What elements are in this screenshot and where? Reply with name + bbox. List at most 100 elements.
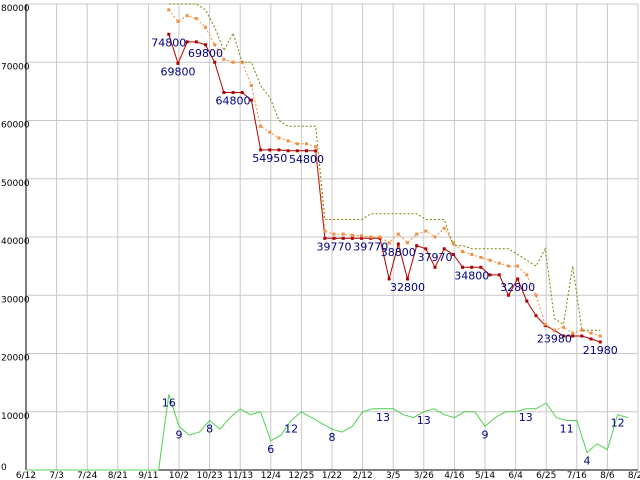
data-label: 9 bbox=[176, 428, 183, 441]
x-tick-label: 10/2 bbox=[169, 471, 189, 480]
series-point-1 bbox=[341, 236, 345, 240]
series-point-2 bbox=[405, 241, 409, 245]
series-point-1 bbox=[360, 236, 364, 240]
series-point-1 bbox=[506, 293, 510, 297]
series-point-1 bbox=[424, 247, 428, 251]
data-label: 54800 bbox=[289, 153, 324, 166]
series-point-2 bbox=[204, 25, 208, 29]
chart-tick-labels: 0 10000 20000 30000 40000 50000 60000 70000 8000… bbox=[1, 4, 640, 480]
x-tick-label: 10/23 bbox=[197, 471, 223, 480]
data-label: 23980 bbox=[537, 332, 572, 345]
x-tick-label: 12/25 bbox=[288, 471, 314, 480]
series-point-1 bbox=[332, 236, 336, 240]
series-point-2 bbox=[286, 139, 290, 143]
series-point-2 bbox=[589, 331, 593, 335]
y-tick-label: 40000 bbox=[1, 237, 30, 247]
series-point-1 bbox=[314, 149, 318, 153]
series-point-1 bbox=[589, 337, 593, 341]
data-label: 37970 bbox=[418, 251, 453, 264]
x-tick-label: 7/16 bbox=[567, 471, 587, 480]
series-line-3 bbox=[168, 3, 601, 331]
series-point-2 bbox=[433, 235, 437, 239]
series-point-1 bbox=[405, 277, 409, 281]
series-point-2 bbox=[442, 226, 446, 230]
series-point-2 bbox=[277, 136, 281, 140]
y-tick-label: 0 bbox=[1, 463, 7, 473]
data-label: 34800 bbox=[454, 269, 489, 282]
x-tick-label: 1/22 bbox=[322, 471, 342, 480]
series-point-1 bbox=[213, 60, 217, 64]
series-point-2 bbox=[305, 142, 308, 146]
data-label: 13 bbox=[519, 411, 533, 424]
series-point-2 bbox=[396, 232, 400, 236]
data-label: 11 bbox=[560, 422, 574, 435]
chart-series bbox=[26, 3, 628, 471]
series-point-1 bbox=[277, 148, 281, 152]
series-point-2 bbox=[194, 17, 198, 21]
series-point-2 bbox=[506, 264, 510, 268]
series-point-1 bbox=[433, 265, 437, 269]
data-label: 39770 bbox=[317, 240, 352, 253]
series-point-1 bbox=[268, 148, 272, 152]
series-point-1 bbox=[249, 98, 253, 102]
series-point-1 bbox=[451, 252, 455, 256]
series-point-2 bbox=[598, 334, 602, 338]
series-point-2 bbox=[424, 229, 428, 233]
series-point-2 bbox=[479, 255, 483, 259]
series-line-2 bbox=[168, 9, 601, 337]
series-line-4 bbox=[26, 394, 628, 471]
series-point-2 bbox=[516, 264, 520, 268]
series-point-2 bbox=[323, 229, 327, 233]
series-point-2 bbox=[580, 328, 584, 332]
series-point-2 bbox=[332, 232, 336, 236]
series-point-2 bbox=[387, 241, 391, 245]
series-point-1 bbox=[488, 273, 492, 277]
series-point-1 bbox=[259, 148, 263, 152]
series-point-2 bbox=[415, 232, 419, 236]
series-point-1 bbox=[396, 242, 400, 246]
x-tick-label: 8/27 bbox=[628, 471, 640, 480]
x-tick-label: 4/16 bbox=[444, 471, 464, 480]
series-point-1 bbox=[461, 265, 465, 269]
x-tick-label: 8/6 bbox=[600, 471, 615, 480]
data-label: 12 bbox=[284, 422, 298, 435]
series-point-2 bbox=[552, 328, 556, 332]
series-point-2 bbox=[451, 241, 455, 245]
data-label: 69800 bbox=[160, 65, 195, 78]
x-tick-label: 7/3 bbox=[49, 471, 63, 480]
series-point-2 bbox=[461, 250, 465, 254]
series-point-2 bbox=[497, 261, 501, 265]
x-tick-label: 12/4 bbox=[261, 471, 281, 480]
series-point-2 bbox=[176, 19, 180, 23]
y-tick-label: 70000 bbox=[1, 62, 30, 72]
data-label: 74800 bbox=[151, 36, 186, 49]
series-point-1 bbox=[497, 273, 501, 277]
series-point-2 bbox=[231, 60, 235, 64]
x-tick-label: 7/24 bbox=[77, 471, 97, 480]
series-point-1 bbox=[598, 340, 602, 344]
x-tick-label: 2/12 bbox=[352, 471, 372, 480]
series-point-1 bbox=[562, 334, 566, 338]
series-point-1 bbox=[305, 149, 308, 153]
y-tick-label: 60000 bbox=[1, 121, 30, 131]
series-point-1 bbox=[231, 91, 235, 95]
y-tick-label: 20000 bbox=[1, 354, 30, 364]
data-label: 12 bbox=[611, 417, 625, 430]
series-point-2 bbox=[268, 130, 272, 134]
x-tick-label: 3/5 bbox=[386, 471, 400, 480]
series-point-2 bbox=[571, 331, 575, 335]
series-point-1 bbox=[479, 265, 483, 269]
series-point-1 bbox=[534, 314, 538, 318]
data-label: 69800 bbox=[188, 47, 223, 60]
series-point-2 bbox=[562, 325, 566, 329]
series-point-2 bbox=[378, 235, 382, 239]
x-tick-label: 6/4 bbox=[508, 471, 523, 480]
series-point-2 bbox=[249, 84, 253, 88]
y-tick-label: 10000 bbox=[1, 412, 30, 422]
series-line-1 bbox=[168, 34, 601, 343]
series-point-1 bbox=[470, 265, 474, 269]
data-label: 21980 bbox=[583, 344, 618, 357]
data-label: 39770 bbox=[353, 240, 388, 253]
data-label: 9 bbox=[482, 428, 489, 441]
